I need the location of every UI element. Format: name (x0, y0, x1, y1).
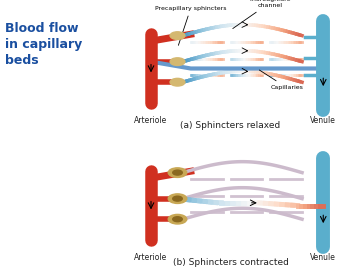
Circle shape (173, 217, 182, 222)
Circle shape (168, 194, 187, 203)
Circle shape (173, 196, 182, 201)
Text: Precapillary sphincters: Precapillary sphincters (155, 5, 227, 45)
Text: (b) Sphincters contracted: (b) Sphincters contracted (172, 258, 289, 267)
Circle shape (173, 170, 182, 175)
Text: Arteriole: Arteriole (134, 253, 168, 262)
Text: (a) Sphincters relaxed: (a) Sphincters relaxed (180, 121, 281, 130)
Text: Arteriole: Arteriole (134, 116, 168, 125)
Text: Venule: Venule (310, 253, 336, 262)
Circle shape (170, 78, 185, 86)
Text: Capillaries: Capillaries (259, 70, 303, 90)
Circle shape (168, 214, 187, 224)
Circle shape (168, 168, 187, 178)
Circle shape (170, 32, 185, 39)
Circle shape (170, 58, 185, 65)
Text: Venule: Venule (310, 116, 336, 125)
Text: Thoroughfare
channel: Thoroughfare channel (233, 0, 291, 28)
Text: Blood flow
in capillary
beds: Blood flow in capillary beds (5, 22, 82, 67)
